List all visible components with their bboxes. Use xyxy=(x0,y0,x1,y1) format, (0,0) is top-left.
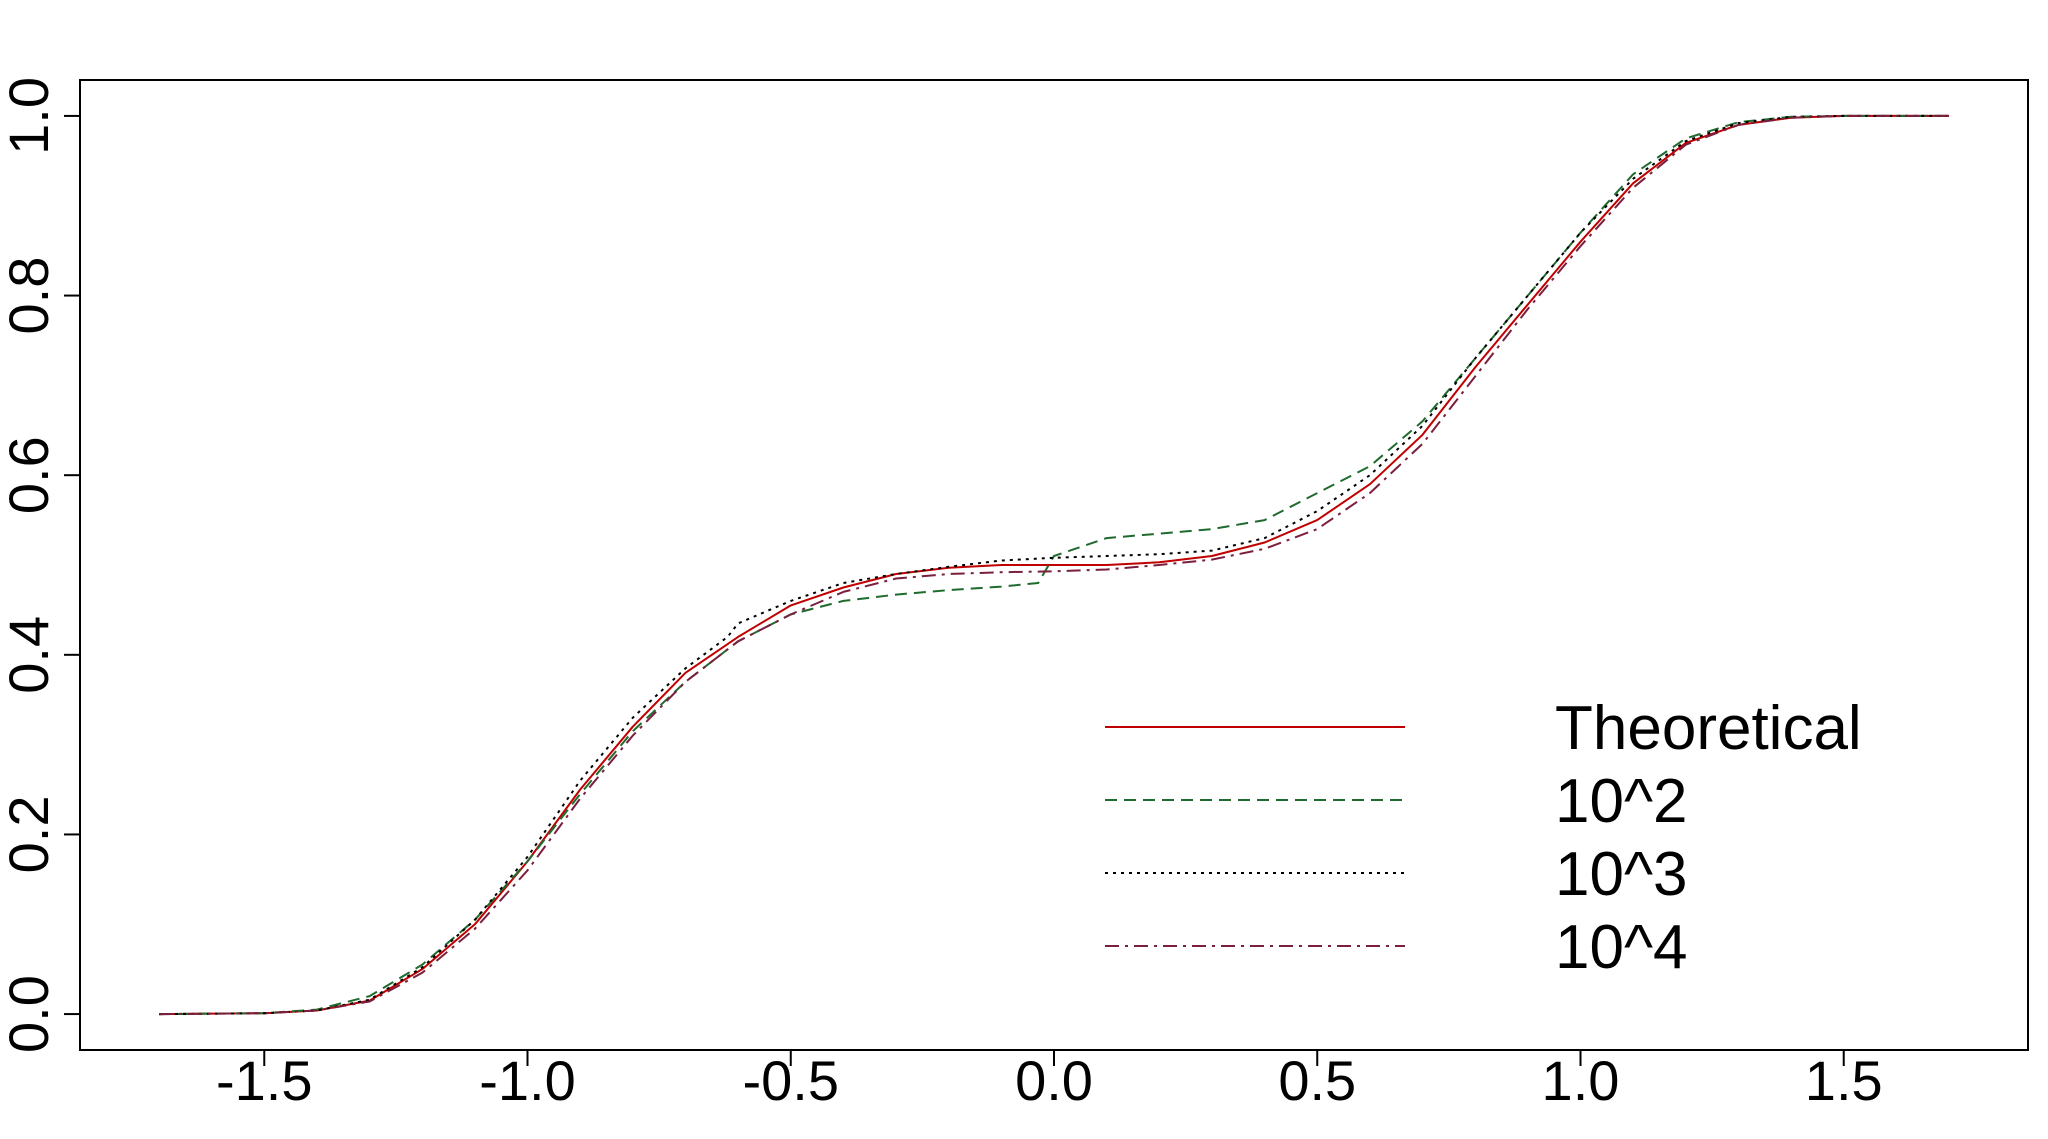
x-axis: -1.5 -1.0 -0.5 0.0 0.5 1.0 1.5 xyxy=(216,1049,1883,1112)
legend-label: Theoretical xyxy=(1555,694,1862,763)
x-tick-label: -1.5 xyxy=(216,1049,313,1112)
series-line-0 xyxy=(158,114,1949,1016)
y-tick-label: 0.2 xyxy=(0,796,60,874)
x-tick-label: 0.5 xyxy=(1278,1049,1356,1112)
series-line-1 xyxy=(158,114,1949,1016)
x-tick-label: 0.0 xyxy=(1015,1049,1093,1112)
series-layer xyxy=(158,114,1949,1016)
legend-label: 10^2 xyxy=(1555,767,1688,836)
series-line-3 xyxy=(158,114,1949,1016)
y-tick-label: 0.6 xyxy=(0,436,60,514)
series-line-2 xyxy=(158,114,1949,1016)
x-tick-label: -0.5 xyxy=(743,1049,840,1112)
legend-label: 10^3 xyxy=(1555,840,1688,909)
y-tick-label: 1.0 xyxy=(0,77,60,155)
legend-label: 10^4 xyxy=(1555,913,1688,982)
y-tick-label: 0.8 xyxy=(0,257,60,335)
x-tick-label: -1.0 xyxy=(479,1049,576,1112)
y-axis: 0.0 0.2 0.4 0.6 0.8 1.0 xyxy=(0,77,80,1053)
y-tick-label: 0.0 xyxy=(0,975,60,1053)
x-tick-label: 1.5 xyxy=(1805,1049,1883,1112)
y-tick-label: 0.4 xyxy=(0,616,60,694)
x-tick-label: 1.0 xyxy=(1542,1049,1620,1112)
